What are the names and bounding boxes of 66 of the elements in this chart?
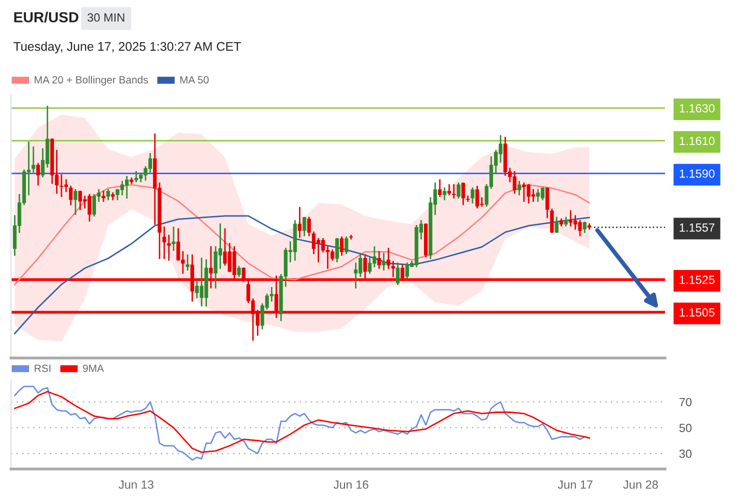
candlestick (438, 179, 442, 197)
candlestick (554, 216, 558, 233)
legend-label: RSI (34, 364, 50, 372)
candlestick (274, 276, 278, 318)
candlestick (377, 251, 381, 269)
candlestick (517, 180, 522, 196)
candlestick (466, 196, 470, 202)
candlestick (32, 146, 36, 172)
candlestick (340, 236, 344, 256)
candlestick (186, 254, 190, 270)
y-tick-label: 1.1630 (680, 104, 715, 112)
candlestick (386, 248, 390, 269)
line-series (14, 184, 590, 286)
candlestick (162, 226, 166, 260)
candlestick (298, 207, 302, 238)
candlestick (36, 162, 40, 186)
candlestick (447, 184, 452, 196)
candlestick (134, 171, 138, 182)
candlestick (400, 264, 404, 280)
candlestick (74, 189, 78, 215)
candlestick (102, 190, 106, 202)
candlestick (550, 208, 554, 233)
candlestick (396, 262, 400, 286)
chart-title: EUR/USD (14, 12, 78, 23)
x-tick-label: Jun 17 (558, 480, 592, 489)
candlestick (349, 234, 353, 240)
candlestick (335, 238, 339, 262)
candlestick (302, 216, 306, 236)
text: Tuesday, June 17, 2025 1:30:27 AM CET (14, 42, 241, 54)
x-tick-label: Jun 16 (334, 480, 368, 489)
candlestick (344, 236, 348, 254)
y-tick-label: 50 (679, 424, 692, 432)
candlestick (363, 254, 367, 279)
legend-label: MA 50 (180, 76, 209, 84)
candlestick (442, 187, 446, 200)
x-tick-label: Jun 28 (623, 480, 658, 489)
y-tick-label: 70 (679, 398, 692, 406)
candlestick (172, 226, 176, 251)
candlestick (237, 266, 241, 278)
candlestick (582, 222, 586, 233)
line-series (14, 215, 590, 334)
legend-label: 9MA (83, 364, 104, 372)
y-tick-label: 1.1525 (680, 276, 714, 284)
candlestick (307, 216, 311, 236)
candlestick (461, 182, 466, 206)
candlestick (106, 189, 110, 200)
y-tick-label: 1.1590 (680, 169, 715, 178)
candlestick (452, 184, 456, 199)
candlestick (545, 187, 550, 218)
candlestick (475, 186, 480, 208)
candlestick (456, 182, 460, 199)
y-tick-label: 1.1557 (680, 223, 714, 232)
x-tick-label: Jun 13 (118, 480, 154, 489)
candlestick (242, 267, 246, 282)
y-tick-label: 1.1505 (680, 308, 714, 317)
candlestick (470, 187, 474, 204)
line-series (14, 390, 590, 453)
candlestick (312, 232, 316, 254)
candlestick (391, 260, 395, 278)
candlestick (232, 246, 236, 280)
legend-label: MA 20 + Bollinger Bands (34, 76, 148, 86)
candlestick (68, 186, 73, 206)
candlestick (209, 246, 213, 288)
y-tick-label: 1.1610 (680, 136, 715, 146)
y-tick-label: 30 (679, 450, 692, 458)
chart-subtitle: 30 MIN (88, 13, 124, 22)
